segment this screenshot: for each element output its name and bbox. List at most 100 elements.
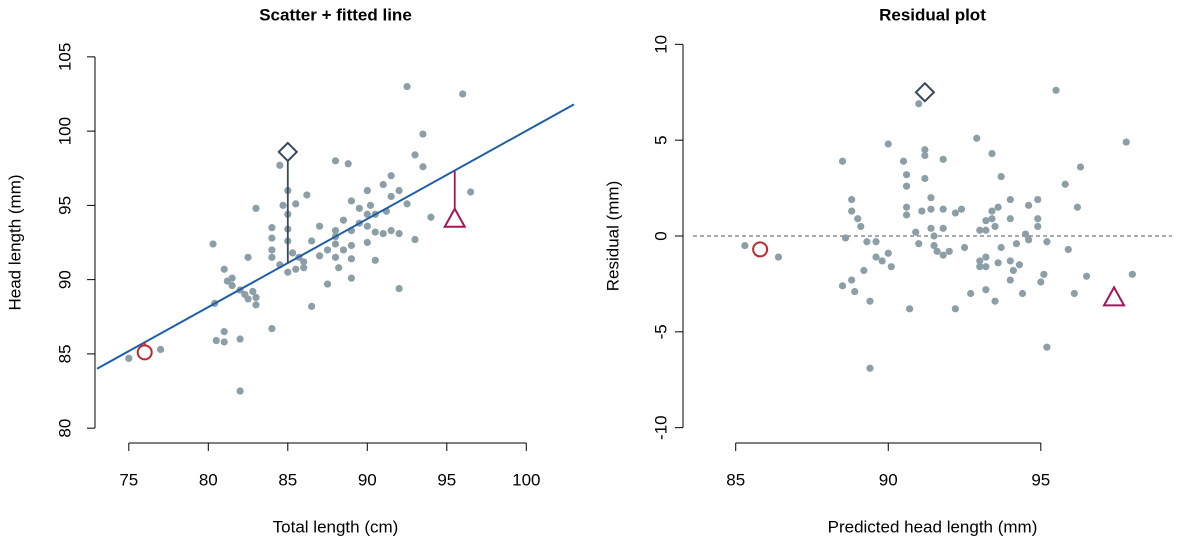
scatter-point: [366, 201, 375, 209]
scatter-point: [851, 287, 859, 296]
scatter-point: [331, 240, 340, 248]
scatter-point: [906, 305, 914, 313]
scatter-point: [973, 134, 981, 142]
scatter-point: [951, 305, 959, 313]
scatter-point: [316, 222, 324, 230]
scatter-point: [997, 172, 1005, 181]
scatter-point: [982, 263, 990, 271]
scatter-point: [292, 200, 300, 208]
scatter-point: [921, 151, 929, 160]
x-tick-label: 80: [199, 470, 218, 489]
scatter-point: [878, 257, 886, 265]
scatter-point: [249, 287, 257, 296]
scatter-point: [268, 253, 276, 261]
scatter-point: [1040, 270, 1048, 278]
x-tick-label: 90: [879, 470, 898, 489]
scatter-point: [467, 188, 475, 196]
scatter-point: [220, 265, 228, 273]
scatter-point: [379, 180, 387, 189]
scatter-point: [323, 280, 332, 288]
scatter-point: [927, 194, 935, 202]
scatter-point: [860, 266, 868, 275]
scatter-point: [220, 328, 228, 336]
scatter-point: [997, 243, 1005, 252]
scatter-point: [939, 205, 947, 213]
scatter-point: [288, 249, 297, 257]
scatter-point: [854, 215, 862, 223]
scatter-point: [236, 387, 244, 395]
scatter-point: [848, 276, 856, 284]
y-axis-label: Residual (mm): [603, 181, 622, 292]
scatter-point: [331, 253, 340, 261]
scatter-point: [427, 213, 435, 221]
scatter-point: [976, 226, 984, 234]
scatter-point: [347, 274, 355, 282]
scatter-point: [982, 253, 990, 261]
scatter-point: [303, 191, 311, 199]
scatter-point: [125, 354, 133, 362]
scatter-point: [872, 238, 880, 246]
scatter-point: [1076, 163, 1085, 171]
fitted-line: [96, 103, 575, 370]
scatter-point: [838, 282, 847, 290]
scatter-point: [403, 82, 411, 91]
scatter-point: [1018, 289, 1027, 298]
scatter-point: [921, 174, 929, 183]
scatter-point: [355, 204, 363, 212]
scatter-point: [1012, 240, 1021, 248]
scatter-point: [1006, 195, 1014, 204]
scatter-point: [866, 297, 874, 305]
y-tick-label: 80: [55, 419, 74, 438]
scatter-point: [387, 192, 395, 201]
y-tick-label: 105: [55, 43, 74, 71]
scatter-point: [994, 203, 1002, 211]
highlight-triangle: [443, 206, 467, 228]
x-tick-label: 75: [119, 470, 138, 489]
x-axis-label: Predicted head length (mm): [828, 517, 1038, 536]
scatter-point: [1128, 270, 1136, 278]
scatter-point: [991, 297, 999, 305]
scatter-point: [884, 140, 892, 148]
scatter-point: [335, 264, 343, 272]
scatter-point: [395, 186, 403, 195]
scatter-point: [982, 217, 990, 225]
scatter-point: [363, 222, 371, 230]
x-tick-label: 95: [437, 470, 456, 489]
x-tick-label: 100: [512, 470, 540, 489]
scatter-point: [921, 146, 929, 154]
highlight-circle: [752, 241, 769, 258]
scatter-point: [912, 228, 920, 236]
scatter-point: [1064, 245, 1072, 254]
scatter-point: [339, 246, 348, 254]
scatter-point: [387, 172, 395, 180]
scatter-point: [887, 263, 895, 271]
scatter-point: [1025, 201, 1033, 209]
scatter-point: [236, 335, 244, 343]
scatter-point: [872, 253, 880, 261]
scatter-point: [411, 235, 419, 244]
scatter-point: [994, 259, 1002, 267]
scatter-point: [300, 258, 308, 266]
highlight-diamond: [914, 81, 936, 103]
scatter-point: [228, 274, 236, 282]
scatter-point: [220, 338, 228, 346]
scatter-point: [927, 224, 935, 232]
scatter-point: [899, 157, 908, 165]
scatter-point: [252, 293, 260, 302]
scatter-point: [268, 224, 276, 232]
scatter-point: [1052, 86, 1060, 94]
scatter-point: [933, 247, 941, 255]
scatter-point: [848, 207, 856, 215]
scatter-point: [863, 238, 871, 246]
scatter-point: [1034, 222, 1042, 231]
scatter-point: [244, 253, 252, 261]
scatter-point: [347, 197, 355, 205]
y-tick-label: 0: [651, 231, 670, 240]
scatter-point: [1015, 261, 1024, 269]
scatter-point: [252, 204, 260, 212]
scatter-point: [741, 241, 749, 250]
y-tick-label: 90: [55, 270, 74, 289]
scatter-point: [419, 163, 427, 171]
y-tick-label: 10: [651, 35, 670, 54]
